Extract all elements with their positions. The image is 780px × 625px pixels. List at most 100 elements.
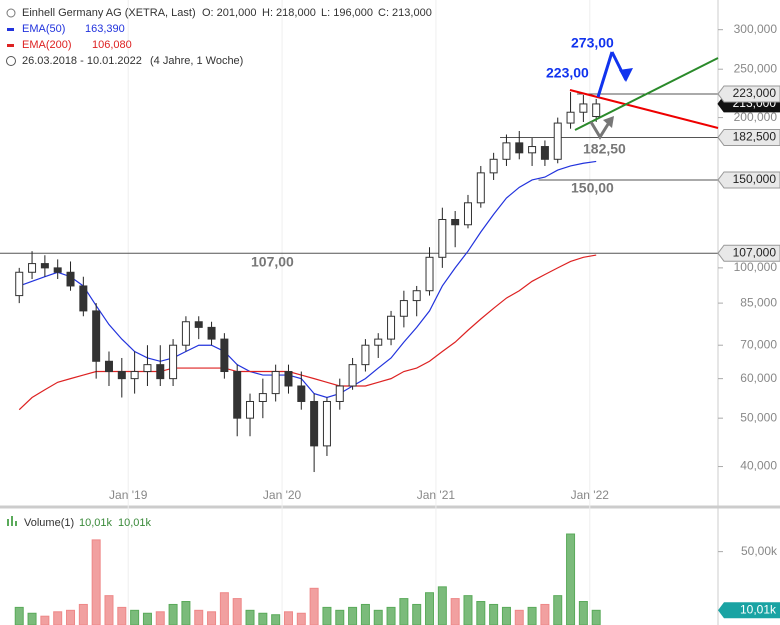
candle-body [489,158,498,174]
candle-body [220,338,229,373]
period-note: (4 Jahre, 1 Woche) [150,55,243,67]
candle-body [284,371,293,387]
candle-body [528,146,537,154]
candle-body [387,315,396,340]
grid [127,0,591,625]
candle-body [579,103,588,113]
ema-line [18,254,597,411]
legend-value: 163,390 [85,23,125,35]
price-badge [717,85,780,103]
volume-bar [527,606,537,625]
x-tick-label: Jan '20 [263,488,302,502]
y-tick-label: 60,000 [740,371,777,385]
candle-body [540,146,549,160]
volume-bar [322,606,332,625]
legend-value: 106,080 [92,39,132,51]
volume-bar [142,612,152,625]
y-tick-label: 250,000 [734,61,778,75]
ohlc: H: 218,000 [262,7,316,19]
candle-body [40,263,49,269]
volume-bar [412,603,422,625]
candle-body [233,371,242,419]
icon [15,521,17,526]
price-badge [717,244,780,262]
candle-body [92,310,101,362]
y-tick-label: 100,000 [734,260,778,274]
volume-bar [271,614,281,625]
volume-bar [168,603,178,625]
candle-body [374,338,383,346]
annotation: 182,50 [583,141,626,157]
candle-body [207,326,216,340]
volume-bar [335,609,345,625]
candle-body [425,256,434,292]
y-tick-label: 40,000 [740,459,777,473]
candle-body [361,344,370,366]
annotation: 223,00 [546,65,589,81]
price-badge [717,128,780,146]
volume-label: Volume(1) [24,517,74,529]
y-tick-label: 70,000 [740,337,777,351]
volume-bar [296,612,306,625]
candle-body [117,371,126,380]
candle-body [194,321,203,328]
volume-value: 10,01k [79,517,113,529]
volume-bar [232,598,242,625]
legend-label: EMA(200) [22,39,72,51]
legend-swatch [7,28,14,31]
volume-bar [591,609,601,625]
volume-bar [450,598,460,625]
volume-bar [553,595,563,625]
y-tick-label: 50,000 [740,410,777,424]
candle-body [463,202,472,226]
candle-body [271,371,280,395]
candle-body [412,290,421,302]
volume-bar [207,611,217,625]
y-tick-label: 300,000 [734,22,778,36]
volume-bar [540,603,550,625]
candle-body [451,218,460,226]
candle-body [566,111,575,124]
volume-bar [386,606,396,625]
period: 26.03.2018 - 10.01.2022 [22,55,142,67]
price-badge-label: 150,000 [733,172,777,186]
volume-bar [117,606,127,625]
candle-body [104,360,113,373]
candle-body [297,385,306,402]
arrow [596,51,614,98]
trend-line [569,89,719,129]
candle-body [592,103,601,118]
candle-body [476,172,485,204]
icon [11,516,13,526]
volume-bar [373,609,383,625]
price-badge [717,171,780,189]
ohlc: L: 196,000 [321,7,373,19]
icon [7,519,9,526]
volume-badge [718,602,780,619]
legend-swatch [7,44,14,47]
volume-bar [501,606,511,625]
volume-bar [27,612,37,625]
candle-body [502,142,511,160]
instrument: Einhell Germany AG (XETRA, Last) [22,7,196,19]
volume-bar [476,601,486,625]
volume-bar [360,603,370,625]
volume-bar [348,606,358,625]
volume-bar [104,595,114,625]
volume-bar [399,598,409,625]
volume-bar [578,601,588,625]
volume-bar [258,612,268,625]
annotation: 150,00 [571,180,614,196]
volume-bar [130,609,140,625]
volume-bar [219,592,229,625]
ema-line [19,160,597,399]
volume-bar [566,533,576,625]
y-tick-label: 85,000 [740,295,777,309]
volume-bar [155,611,165,625]
volume-bar [309,587,319,625]
candle-body [66,271,75,287]
plot [0,92,722,473]
icon [6,8,16,18]
